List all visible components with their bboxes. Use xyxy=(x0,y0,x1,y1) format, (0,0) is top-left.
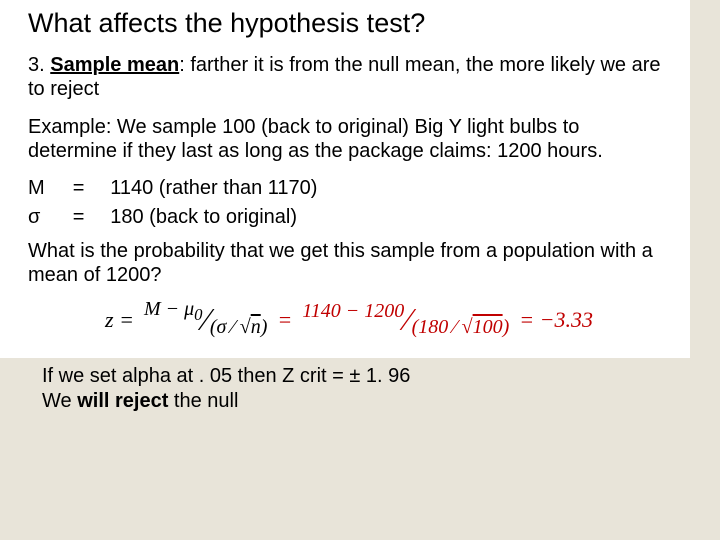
sqrt-n: n xyxy=(251,316,261,338)
variable-sigma-row: σ = 180 (back to original) xyxy=(28,206,670,229)
footer-will-reject: will reject xyxy=(77,390,168,412)
result-red: = −3.33 xyxy=(519,307,593,333)
numerator-red: 1140 − 1200 xyxy=(302,300,404,323)
numerator-black: M − μ xyxy=(144,298,194,320)
sigma-symbol: σ xyxy=(28,206,58,229)
fraction-slash: ⁄ xyxy=(405,301,410,338)
footer-line-1: If we set alpha at . 05 then Z crit = ± … xyxy=(42,364,720,389)
z-formula: z = M − μ0 ⁄ (σ ⁄ √n) = 1140 − 1200 ⁄ (1… xyxy=(28,301,670,338)
footer-we: We xyxy=(42,390,77,412)
m-value: 1140 (rather than 1170) xyxy=(110,177,317,199)
slide-title: What affects the hypothesis test? xyxy=(28,8,670,39)
sigma-denom: σ xyxy=(217,316,227,338)
bullet-point: 3. Sample mean: farther it is from the n… xyxy=(28,53,670,101)
formula-black-fraction: M − μ0 ⁄ (σ ⁄ √n) xyxy=(144,301,267,338)
footer-line-2: We will reject the null xyxy=(42,389,720,414)
formula-red-fraction: 1140 − 1200 ⁄ (180 ⁄ √100) xyxy=(302,301,509,338)
point-term: Sample mean xyxy=(50,54,179,76)
m-symbol: M xyxy=(28,177,58,200)
point-number: 3. xyxy=(28,54,45,76)
fraction-slash: ⁄ xyxy=(203,301,208,338)
example-text: Example: We sample 100 (back to original… xyxy=(28,115,670,163)
question-text: What is the probability that we get this… xyxy=(28,239,670,287)
red-denom-num: 180 xyxy=(418,316,448,338)
footer-conclusion: If we set alpha at . 05 then Z crit = ± … xyxy=(0,358,720,414)
variable-m-row: M = 1140 (rather than 1170) xyxy=(28,177,670,200)
z-equals: z = xyxy=(105,307,134,333)
equals-sign: = xyxy=(64,177,94,200)
equals-sign: = xyxy=(64,206,94,229)
footer-the-null: the null xyxy=(168,390,238,412)
sigma-value: 180 (back to original) xyxy=(110,206,297,228)
sqrt-100: 100 xyxy=(473,316,503,338)
mu-subscript: 0 xyxy=(194,305,202,324)
equals-red: = xyxy=(277,307,292,333)
